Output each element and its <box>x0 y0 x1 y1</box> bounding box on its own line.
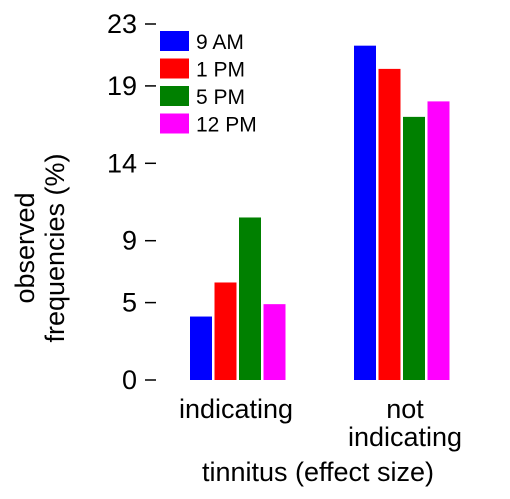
bar <box>239 217 261 380</box>
x-tick-label: indicating <box>179 394 293 424</box>
legend-label: 1 PM <box>196 59 245 82</box>
legend-swatch <box>160 113 189 134</box>
bar <box>378 68 401 380</box>
bar <box>190 316 212 380</box>
y-tick-label: 9 <box>122 226 137 256</box>
bar <box>403 116 425 380</box>
x-tick-label: indicating <box>348 422 462 452</box>
legend-swatch <box>160 58 189 79</box>
legend-swatch <box>160 31 189 51</box>
y-tick-label: 23 <box>107 9 137 39</box>
legend-swatch <box>160 86 189 106</box>
y-tick-label: 14 <box>107 148 137 178</box>
y-axis-title-line: observed <box>10 192 40 303</box>
y-axis: 0 5 9 14 19 23 <box>107 9 156 395</box>
y-tick-label: 5 <box>122 288 137 318</box>
legend-label: 12 PM <box>196 114 257 137</box>
bar <box>214 282 237 380</box>
x-axis-title: tinnitus (effect size) <box>202 457 434 487</box>
bar <box>354 45 376 381</box>
y-axis-title: observed frequencies (%) <box>10 153 70 342</box>
y-tick-label: 0 <box>122 365 137 395</box>
legend: 9 AM 1 PM 5 PM 12 PM <box>160 31 257 137</box>
y-tick-label: 19 <box>107 71 137 101</box>
y-axis-title-line: frequencies (%) <box>40 153 70 342</box>
bar <box>263 304 286 380</box>
bar <box>427 101 450 381</box>
bars <box>190 45 450 381</box>
legend-label: 9 AM <box>196 31 244 54</box>
legend-label: 5 PM <box>196 86 245 109</box>
x-tick-label: not <box>386 394 424 424</box>
